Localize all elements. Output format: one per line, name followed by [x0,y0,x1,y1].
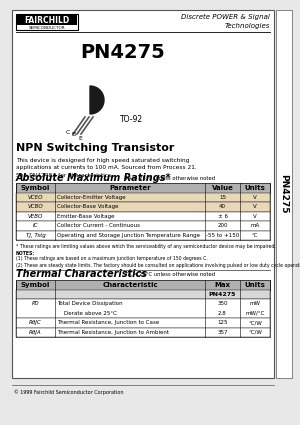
Text: TA = 25°C unless otherwise noted: TA = 25°C unless otherwise noted [125,272,215,277]
Text: Symbol: Symbol [21,282,50,288]
Text: TO-92: TO-92 [120,114,143,124]
Text: -55 to +150: -55 to +150 [206,233,239,238]
Text: 2.8: 2.8 [218,311,227,316]
Text: RθJA: RθJA [29,330,42,335]
Text: This device is designed for high speed saturated switching
applications at curre: This device is designed for high speed s… [16,158,197,178]
Text: °C/W: °C/W [248,320,262,325]
Text: Units: Units [244,185,266,191]
Text: 350: 350 [217,301,228,306]
Text: 200: 200 [217,223,228,228]
Polygon shape [90,86,104,114]
Text: 357: 357 [217,330,228,335]
Text: PN4275: PN4275 [209,292,236,297]
Text: Parameter: Parameter [109,185,151,191]
Text: Units: Units [244,282,266,288]
Text: B: B [72,133,76,138]
Text: Absolute Maximum Ratings*: Absolute Maximum Ratings* [16,173,172,183]
Text: NPN Switching Transistor: NPN Switching Transistor [16,143,174,153]
Text: Discrete POWER & Signal
Technologies: Discrete POWER & Signal Technologies [181,14,270,28]
Text: SEMICONDUCTOR: SEMICONDUCTOR [29,26,65,30]
Bar [16,14,78,30]
Text: Max: Max [214,282,230,288]
Text: RθJC: RθJC [29,320,42,325]
Text: © 1999 Fairchild Semiconductor Corporation: © 1999 Fairchild Semiconductor Corporati… [14,389,124,395]
Bar [276,10,292,378]
Text: °C: °C [252,233,258,238]
Text: IC: IC [33,223,38,228]
Text: VCBO: VCBO [28,204,43,209]
Text: mW: mW [250,301,260,306]
Text: VCEO: VCEO [28,195,43,200]
Text: V: V [253,204,257,209]
Bar [16,230,270,240]
Text: Thermal Resistance, Junction to Case: Thermal Resistance, Junction to Case [57,320,159,325]
Bar [16,193,270,202]
Text: E: E [78,136,82,141]
Text: °C/W: °C/W [248,330,262,335]
Text: 125: 125 [217,320,228,325]
Text: Collector-Base Voltage: Collector-Base Voltage [57,204,118,209]
Text: 40: 40 [219,204,226,209]
Text: PN4275: PN4275 [280,174,289,214]
Bar [16,299,270,318]
Text: Operating and Storage Junction Temperature Range: Operating and Storage Junction Temperatu… [57,233,200,238]
Bar [16,202,270,212]
Text: Derate above 25°C: Derate above 25°C [57,311,117,316]
Text: V: V [253,214,257,219]
Text: * These ratings are limiting values above which the serviceability of any semico: * These ratings are limiting values abov… [16,244,276,249]
Bar [16,280,270,289]
Text: Characteristic: Characteristic [102,282,158,288]
Text: NOTES:: NOTES: [16,251,35,256]
Text: Value: Value [212,185,233,191]
Text: Emitter-Base Voltage: Emitter-Base Voltage [57,214,115,219]
Bar [12,10,274,378]
Text: Symbol: Symbol [21,185,50,191]
Text: Total Device Dissipation: Total Device Dissipation [57,301,123,306]
Bar [16,289,270,299]
Text: (1) These ratings are based on a maximum junction temperature of 150 degrees C.
: (1) These ratings are based on a maximum… [16,256,300,269]
Text: TJ, Tstg: TJ, Tstg [26,233,45,238]
Bar [16,221,270,230]
Bar [16,212,270,221]
Text: Thermal Resistance, Junction to Ambient: Thermal Resistance, Junction to Ambient [57,330,169,335]
Text: C: C [66,130,70,134]
Text: PN4275: PN4275 [80,42,165,62]
Text: Thermal Characteristics: Thermal Characteristics [16,269,147,279]
Text: FAIRCHILD: FAIRCHILD [24,16,70,25]
Text: mA: mA [250,223,260,228]
Bar [16,328,270,337]
Text: mW/°C: mW/°C [245,311,265,316]
Bar [16,318,270,328]
Text: Collector-Emitter Voltage: Collector-Emitter Voltage [57,195,126,200]
Text: VEBO: VEBO [28,214,43,219]
Text: ± 6: ± 6 [218,214,227,219]
Text: Collector Current - Continuous: Collector Current - Continuous [57,223,140,228]
Text: TA = 25°C unless otherwise noted: TA = 25°C unless otherwise noted [125,176,215,181]
Text: 15: 15 [219,195,226,200]
Text: V: V [253,195,257,200]
Text: PD: PD [32,301,39,306]
Bar [17,15,77,25]
Bar [16,183,270,193]
